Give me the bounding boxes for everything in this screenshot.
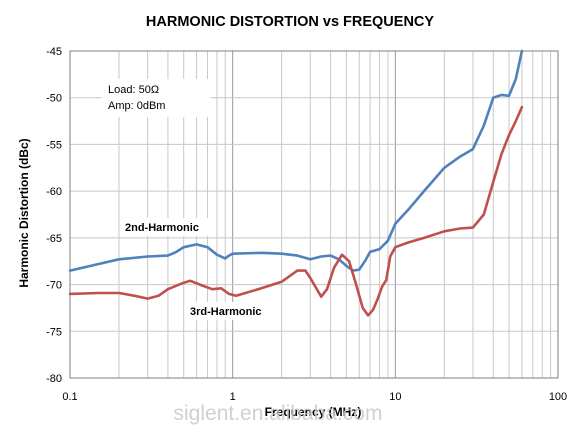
watermark: siglent.en.alibaba.com: [174, 402, 383, 425]
series-line-3rd-harmonic: [68, 105, 524, 317]
y-tick-label: -70: [46, 280, 62, 292]
y-tick-label: -75: [46, 326, 62, 338]
y-axis-label: Harmonic Distortion (dBc): [17, 138, 31, 287]
x-tick-label: 0.1: [62, 391, 77, 403]
tick-labels: -45 -50 -55 -60 -65 -70 -75 -800.1 1 10 100: [46, 46, 567, 403]
legend-3rd-harmonic: 3rd-Harmonic: [190, 306, 262, 318]
y-tick-label: -50: [46, 93, 62, 105]
y-tick-label: -45: [46, 46, 62, 58]
x-tick-label: 10: [389, 391, 401, 403]
load-annotation: Load: 50Ω: [108, 84, 159, 96]
series-layer: [68, 49, 524, 317]
legend-2nd-harmonic: 2nd-Harmonic: [125, 222, 199, 234]
x-tick-label: 1: [230, 391, 236, 403]
y-tick-label: -80: [46, 373, 62, 385]
series-label-3rd: 3rd-Harmonic: [186, 302, 274, 320]
y-tick-label: -55: [46, 139, 62, 151]
annotation-box: Load: 50Ω Amp: 0dBm: [102, 79, 210, 117]
series-label-2nd: 2nd-Harmonic: [120, 218, 212, 236]
chart-title: HARMONIC DISTORTION vs FREQUENCY: [146, 14, 434, 30]
amp-annotation: Amp: 0dBm: [108, 100, 165, 112]
plot-frame: [69, 50, 559, 379]
y-tick-label: -60: [46, 186, 62, 198]
x-axis-label: Frequency (MHz): [265, 405, 362, 419]
y-tick-label: -65: [46, 233, 62, 245]
x-tick-label: 100: [549, 391, 567, 403]
